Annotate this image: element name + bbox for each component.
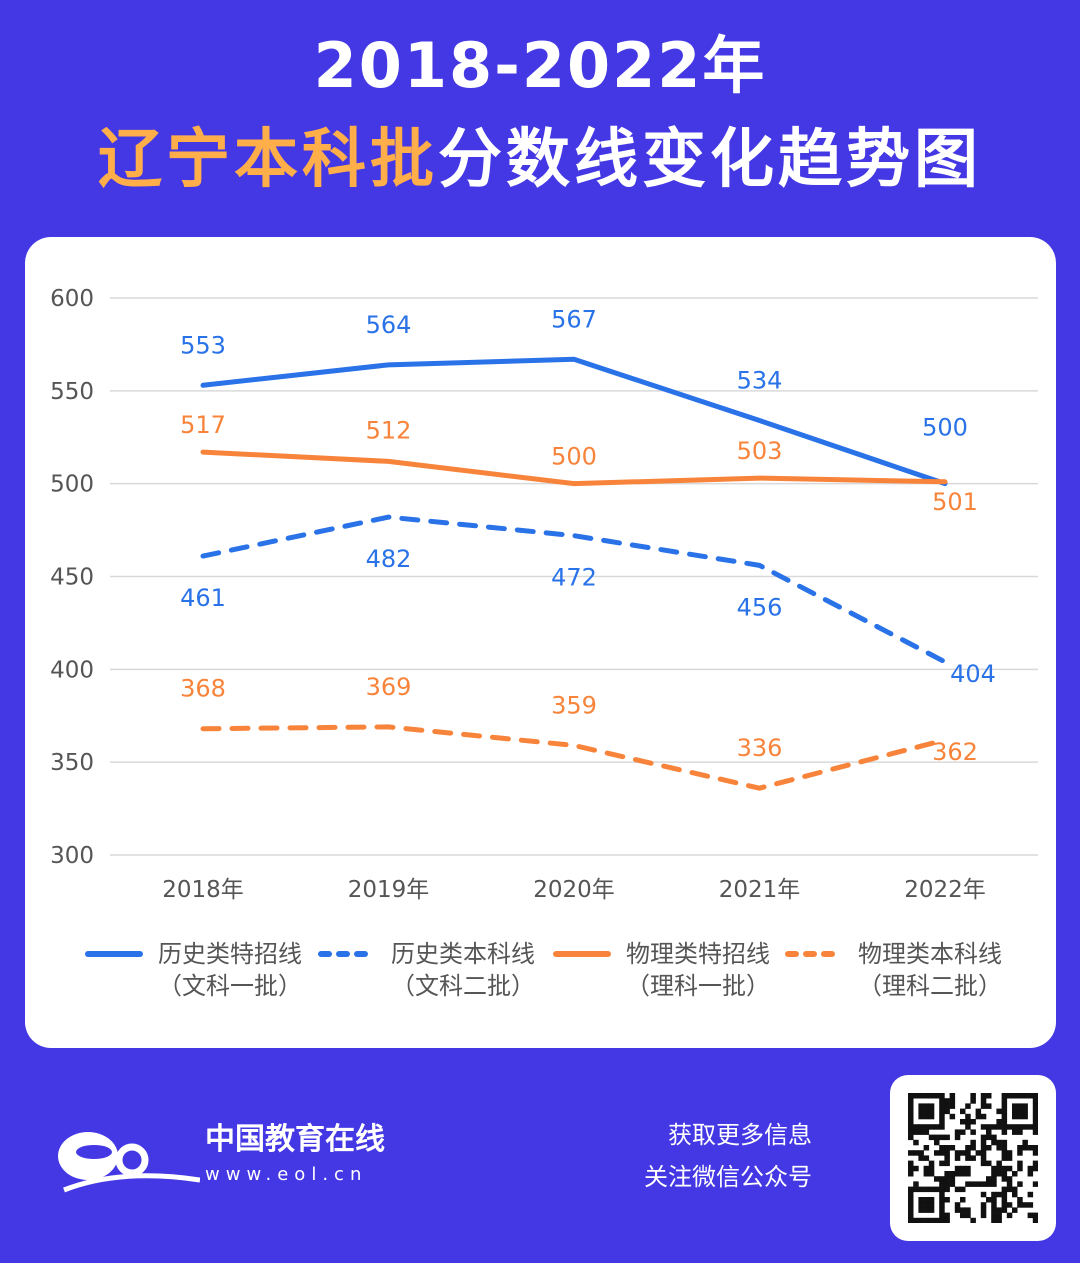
y-tick-label: 450 [50, 565, 94, 591]
x-tick-label: 2019年 [348, 877, 430, 903]
series-line-0 [200, 356, 948, 487]
title-years: 2018-2022年 [313, 29, 767, 102]
data-label: 553 [180, 331, 226, 359]
series-line-3 [200, 724, 948, 791]
x-tick-label: 2022年 [904, 877, 986, 903]
data-label: 501 [932, 488, 978, 516]
data-label: 482 [366, 545, 412, 573]
title-highlight: 辽宁本科批 [98, 123, 438, 197]
data-label: 500 [551, 443, 597, 471]
legend-item: 物理类本科线 （理科二批） [785, 938, 1015, 1002]
title-main: 辽宁本科批分数线变化趋势图 [0, 122, 1080, 198]
qr-code[interactable] [890, 1075, 1056, 1241]
data-label: 461 [180, 584, 226, 612]
data-label: 362 [932, 738, 978, 766]
legend-item: 历史类特招线 （文科一批） [85, 938, 315, 1002]
data-label: 369 [366, 673, 412, 701]
data-label: 512 [366, 416, 412, 444]
legend-label: 物理类特招线 [626, 940, 770, 968]
data-label: 472 [551, 564, 597, 592]
x-tick-label: 2018年 [162, 877, 244, 903]
chart-card [25, 237, 1056, 1048]
x-tick-label: 2021年 [719, 877, 801, 903]
data-label: 404 [950, 660, 996, 688]
data-label: 567 [551, 305, 597, 333]
legend-item: 物理类特招线 （理科一批） [553, 938, 783, 1002]
title-rest: 分数线变化趋势图 [438, 123, 982, 197]
brand-url[interactable]: www.eol.cn [205, 1164, 368, 1185]
data-label: 368 [180, 675, 226, 703]
data-label: 336 [737, 734, 783, 762]
series-line-2 [200, 449, 948, 487]
legend-item: 历史类本科线 （文科二批） [318, 938, 548, 1002]
series-line-1 [200, 514, 948, 665]
legend-label: 物理类本科线 [858, 940, 1002, 968]
y-tick-label: 500 [50, 472, 94, 498]
data-label: 564 [366, 311, 412, 339]
legend-label: 历史类本科线 [391, 940, 535, 968]
data-label: 503 [737, 437, 783, 465]
data-label: 359 [551, 691, 597, 719]
legend-sublabel: （文科一批） [158, 972, 302, 1000]
x-tick-label: 2020年 [533, 877, 615, 903]
data-label: 500 [922, 414, 968, 442]
legend-label: 历史类特招线 [158, 940, 302, 968]
legend-sublabel: （理科一批） [626, 972, 770, 1000]
legend-sublabel: （理科二批） [858, 972, 1002, 1000]
legend: 历史类特招线 （文科一批） 历史类本科线 （文科二批） 物理类特招线 （理科一批） 物… [0, 938, 1080, 1008]
y-tick-label: 600 [50, 286, 94, 312]
y-tick-label: 550 [50, 379, 94, 405]
y-tick-label: 350 [50, 750, 94, 776]
legend-sublabel: （文科二批） [391, 972, 535, 1000]
y-tick-label: 400 [50, 657, 94, 683]
info-line-2: 关注微信公众号 [644, 1163, 812, 1191]
brand-name: 中国教育在线 [205, 1122, 385, 1157]
eol-logo-icon [58, 1132, 200, 1193]
y-tick-label: 300 [50, 843, 94, 869]
data-label: 517 [180, 411, 226, 439]
info-line-1: 获取更多信息 [668, 1121, 812, 1149]
data-label: 456 [737, 593, 783, 621]
data-label: 534 [737, 367, 783, 395]
qr-code-icon [908, 1093, 1038, 1223]
